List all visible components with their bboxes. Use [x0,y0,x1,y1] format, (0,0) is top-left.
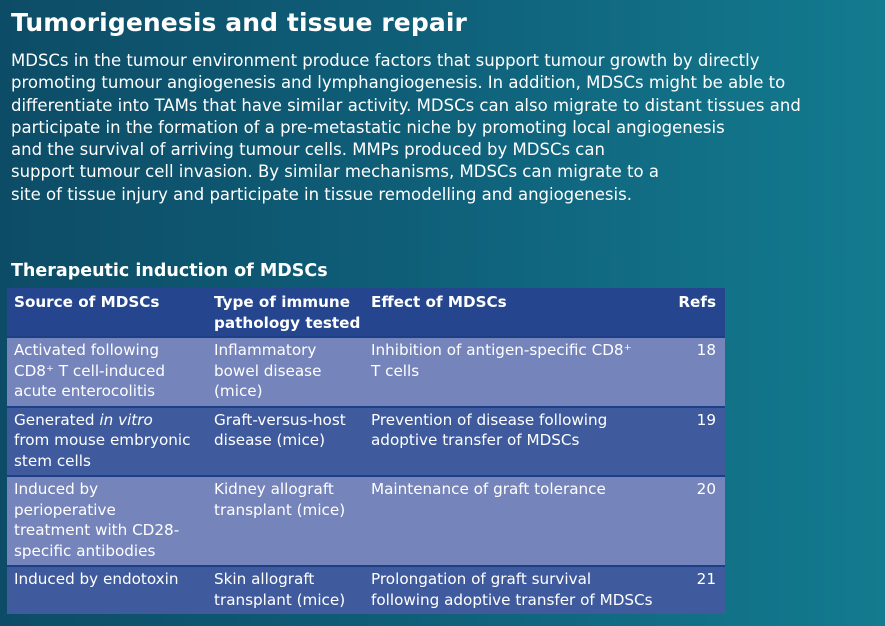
cell-refs: 19 [662,405,725,476]
cell-line: from mouse embryonic [14,431,191,449]
cell-line: T cells [371,361,420,380]
table-row: Activated following CD8⁺ T cell-induced … [7,336,725,407]
paragraph-line: differentiate into TAMs that have simila… [11,95,801,115]
cell-line: Skin allograft [214,570,315,588]
cell-source: Induced by endotoxin [7,565,207,614]
table-row: Induced by endotoxin Skin allograft tran… [7,565,725,614]
mdsc-table: Source of MDSCs Type of immune pathology… [7,288,725,614]
cell-line: disease (mice) [214,431,326,449]
cell-line: Prolongation of graft survival [371,570,592,588]
cell-refs: 18 [662,336,725,407]
cell-line: Induced by endotoxin [14,570,179,588]
cell-line: Prevention of disease following [371,410,608,429]
header-source: Source of MDSCs [7,288,207,337]
cell-line: treatment with CD28- [14,521,180,539]
cell-line: Induced by [14,480,99,498]
cell-text: Generated [14,410,100,429]
cell-line: CD8⁺ T cell-induced [14,361,165,380]
cell-line: Maintenance of graft tolerance [371,480,606,498]
cell-line: transplant (mice) [214,500,346,519]
paragraph-line: participate in the formation of a pre-me… [11,117,725,137]
section-title: Tumorigenesis and tissue repair [11,8,467,37]
cell-line: transplant (mice) [214,590,346,609]
paragraph-line: support tumour cell invasion. By similar… [11,162,659,182]
cell-effect: Inhibition of antigen-specific CD8⁺ T ce… [364,336,662,407]
cell-line: Kidney allograft [214,480,334,498]
cell-source: Induced by perioperative treatment with … [7,475,207,566]
cell-source: Generated in vitro from mouse embryonic … [7,405,207,476]
cell-type: Graft-versus-host disease (mice) [207,405,364,476]
paragraph-line: site of tissue injury and participate in… [11,184,632,204]
cell-type: Skin allograft transplant (mice) [207,565,364,614]
table-header-row: Source of MDSCs Type of immune pathology… [7,288,725,337]
paragraph-line: MDSCs in the tumour environment produce … [11,51,760,70]
cell-refs: 21 [662,565,725,614]
header-type-line: Type of immune [214,293,351,311]
cell-line: adoptive transfer of MDSCs [371,431,580,449]
cell-line: Graft-versus-host [214,410,346,429]
header-effect: Effect of MDSCs [364,288,662,337]
cell-line: following adoptive transfer of MDSCs [371,590,653,609]
header-type: Type of immune pathology tested [207,288,364,337]
header-type-line: pathology tested [214,313,361,332]
cell-line: Inflammatory [214,341,317,359]
cell-effect: Prolongation of graft survival following… [364,565,662,614]
cell-line: stem cells [14,451,91,470]
table-title: Therapeutic induction of MDSCs [11,261,328,281]
cell-line: Generated in vitro [14,410,203,431]
cell-line: Inhibition of antigen-specific CD8⁺ [371,341,632,359]
cell-type: Inflammatory bowel disease (mice) [207,336,364,407]
table-row: Generated in vitro from mouse embryonic … [7,405,725,476]
cell-line: acute enterocolitis [14,382,156,400]
cell-line: perioperative [14,500,116,519]
cell-italic-text: in vitro [99,410,153,429]
cell-line: (mice) [214,382,263,400]
cell-source: Activated following CD8⁺ T cell-induced … [7,336,207,407]
cell-effect: Maintenance of graft tolerance [364,475,662,566]
cell-refs: 20 [662,475,725,566]
cell-effect: Prevention of disease following adoptive… [364,405,662,476]
body-paragraph: MDSCs in the tumour environment produce … [11,50,881,206]
paragraph-line: promoting tumour angiogenesis and lympha… [11,73,786,93]
cell-line: Activated following [14,341,159,359]
cell-line: specific antibodies [14,541,156,560]
cell-line: bowel disease [214,361,322,380]
table-row: Induced by perioperative treatment with … [7,475,725,566]
header-refs: Refs [662,288,725,337]
cell-type: Kidney allograft transplant (mice) [207,475,364,566]
paragraph-line: and the survival of arriving tumour cell… [11,140,605,160]
